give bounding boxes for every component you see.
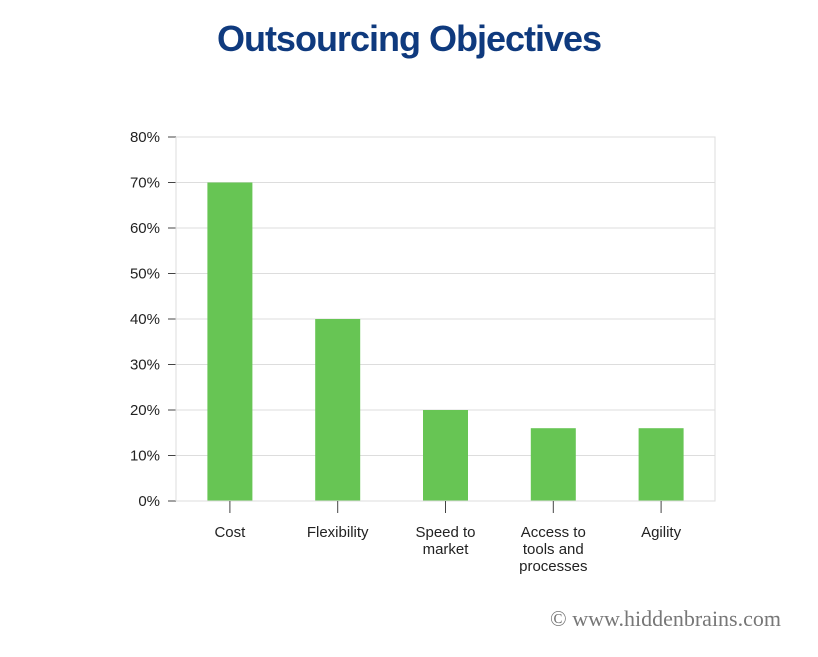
y-tick-label: 40% (130, 311, 160, 328)
y-tick-label: 80% (130, 129, 160, 146)
bar-access-to-tools-and-processes (530, 428, 576, 501)
x-tick-label: Cost (214, 524, 246, 541)
y-tick-label: 30% (130, 357, 160, 374)
y-tick-label: 10% (130, 448, 160, 465)
y-tick-label: 0% (138, 493, 160, 510)
bar-flexibility (315, 319, 361, 501)
axis-labels: 0% 10% 20% 30% 40% 50% 60% 70% 80% Cost Flexibilit… (130, 129, 682, 575)
y-tick-label: 60% (130, 220, 160, 237)
watermark: © www.hiddenbrains.com (550, 606, 781, 631)
x-tick-label: Agility (641, 524, 682, 541)
y-tick-label: 70% (130, 175, 160, 192)
bars (207, 182, 684, 501)
x-tick-label: Access to tools and processes (519, 524, 587, 575)
y-tick-label: 50% (130, 266, 160, 283)
axes (168, 136, 715, 513)
bar-agility (638, 428, 684, 501)
bar-speed-to-market (423, 410, 468, 501)
chart-title: Outsourcing Objectives (216, 18, 602, 59)
x-tick-label: Flexibility (307, 524, 369, 541)
y-tick-label: 20% (130, 402, 160, 419)
x-tick-label: Speed to market (415, 524, 475, 558)
bar-cost (207, 182, 253, 501)
